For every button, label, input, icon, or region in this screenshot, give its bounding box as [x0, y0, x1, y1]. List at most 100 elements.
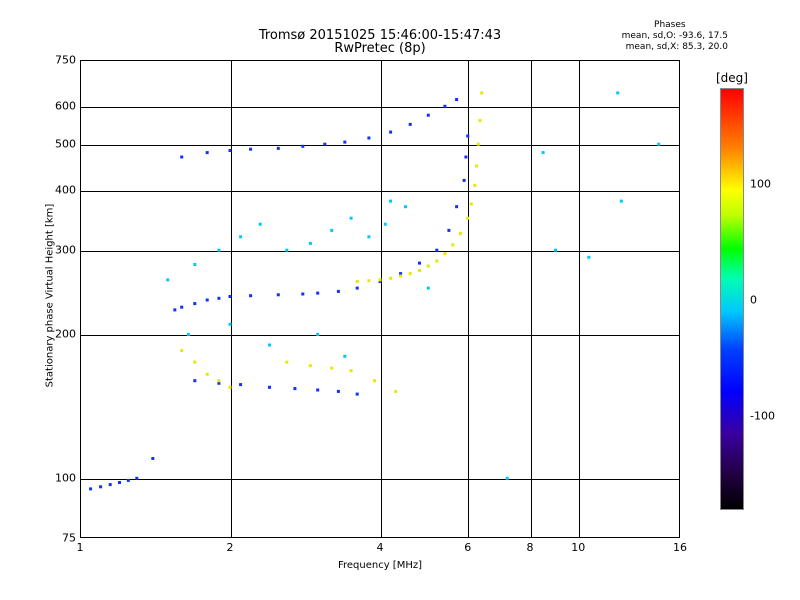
y-tick-label: 400 [55, 183, 76, 197]
stats-header: Phases [654, 20, 686, 30]
data-point-series-2 [285, 248, 289, 252]
data-point-series-0 [301, 144, 305, 148]
y-gridline [81, 478, 679, 480]
data-point-series-2 [616, 91, 620, 95]
data-point-series-0 [316, 388, 320, 392]
scatter-layer [89, 91, 661, 491]
data-point-series-2 [343, 354, 347, 358]
data-point-series-1 [373, 379, 376, 383]
chart-subtitle: RwPretec (8p) [334, 41, 426, 56]
data-point-series-2 [426, 286, 430, 290]
data-point-series-2 [193, 263, 197, 266]
data-point-series-1 [480, 91, 484, 95]
x-tick-label: 10 [571, 541, 586, 554]
x-tick-label: 1 [76, 541, 84, 554]
y-tick-label: 300 [55, 243, 76, 257]
data-point-series-1 [394, 389, 398, 393]
colorbar-tick: 0 [750, 293, 757, 307]
data-point-series-0 [455, 205, 459, 209]
data-point-series-1 [389, 276, 393, 280]
data-point-series-2 [404, 205, 407, 209]
x-tick-label: 8 [526, 541, 534, 554]
data-point-series-2 [217, 248, 221, 252]
data-point-series-0 [126, 478, 130, 482]
data-point-series-1 [367, 279, 371, 283]
data-point-series-1 [476, 142, 480, 146]
data-point-series-0 [173, 308, 177, 312]
y-tick-label: 100 [55, 471, 76, 485]
x-gridline [380, 61, 382, 537]
data-point-series-1 [435, 259, 439, 263]
data-point-series-1 [349, 369, 353, 373]
data-point-series-0 [408, 122, 412, 126]
data-point-series-0 [228, 295, 232, 298]
phase-stats: Phases mean, sd,O: -93.6, 17.5 mean, sd,… [622, 20, 728, 53]
data-point-series-1 [478, 119, 482, 123]
data-point-series-1 [466, 216, 470, 220]
data-point-series-0 [336, 389, 340, 393]
x-tick-label: 16 [673, 541, 687, 554]
x-axis-label: Frequency [MHz] [337, 560, 423, 571]
data-point-series-0 [443, 104, 447, 108]
data-point-series-2 [554, 248, 557, 252]
chart-title: Tromsø 20151025 15:46:00-15:47:43 [258, 28, 502, 43]
data-point-series-0 [323, 142, 327, 146]
data-point-series-0 [336, 289, 340, 293]
data-point-series-0 [343, 140, 347, 144]
x-gridline [468, 61, 470, 537]
colorbar [720, 88, 744, 510]
data-point-series-0 [193, 379, 197, 383]
data-point-series-0 [239, 383, 243, 387]
data-point-series-1 [228, 385, 232, 389]
y-gridline [81, 144, 679, 146]
data-point-series-1 [458, 232, 462, 236]
data-point-series-0 [180, 305, 184, 309]
data-point-series-0 [193, 302, 197, 306]
data-point-series-2 [330, 228, 334, 232]
data-point-series-1 [330, 366, 334, 370]
data-point-series-0 [447, 228, 451, 232]
data-point-series-2 [383, 222, 387, 226]
data-point-series-0 [217, 296, 221, 300]
data-point-series-2 [587, 255, 591, 259]
x-gridline [230, 61, 232, 537]
data-point-series-1 [408, 272, 412, 276]
data-point-series-0 [399, 272, 403, 276]
y-gridline [81, 190, 679, 192]
data-point-series-2 [349, 216, 353, 220]
data-point-series-1 [475, 164, 479, 168]
data-point-series-1 [469, 202, 473, 206]
data-point-series-0 [316, 291, 320, 295]
data-point-series-2 [308, 241, 312, 245]
data-point-series-0 [268, 385, 271, 389]
colorbar-tick: -100 [750, 409, 775, 423]
data-point-series-0 [135, 476, 139, 480]
y-gridline [81, 334, 679, 336]
x-tick-label: 4 [376, 541, 384, 554]
data-point-series-2 [541, 151, 545, 155]
x-tick-label: 2 [226, 541, 234, 554]
data-point-series-0 [389, 130, 393, 134]
data-point-series-1 [355, 280, 359, 283]
data-point-series-1 [205, 372, 209, 376]
data-point-series-0 [180, 155, 184, 159]
data-point-series-1 [217, 379, 221, 383]
data-point-series-0 [217, 381, 221, 385]
x-gridline [530, 61, 532, 537]
data-point-series-2 [239, 235, 243, 239]
data-point-series-1 [443, 252, 447, 256]
data-point-series-2 [228, 322, 232, 326]
data-point-series-0 [205, 151, 209, 155]
data-point-series-1 [378, 278, 382, 282]
y-tick-label: 750 [55, 53, 76, 67]
data-point-series-0 [205, 298, 209, 302]
x-tick-label: 6 [464, 541, 472, 554]
data-point-series-0 [249, 147, 253, 151]
data-point-series-0 [301, 292, 305, 296]
data-point-series-1 [285, 360, 289, 364]
data-point-series-2 [316, 332, 320, 336]
data-point-series-0 [249, 294, 253, 298]
data-point-series-0 [276, 146, 280, 150]
y-tick-label: 600 [55, 99, 76, 113]
data-point-series-1 [418, 269, 421, 273]
